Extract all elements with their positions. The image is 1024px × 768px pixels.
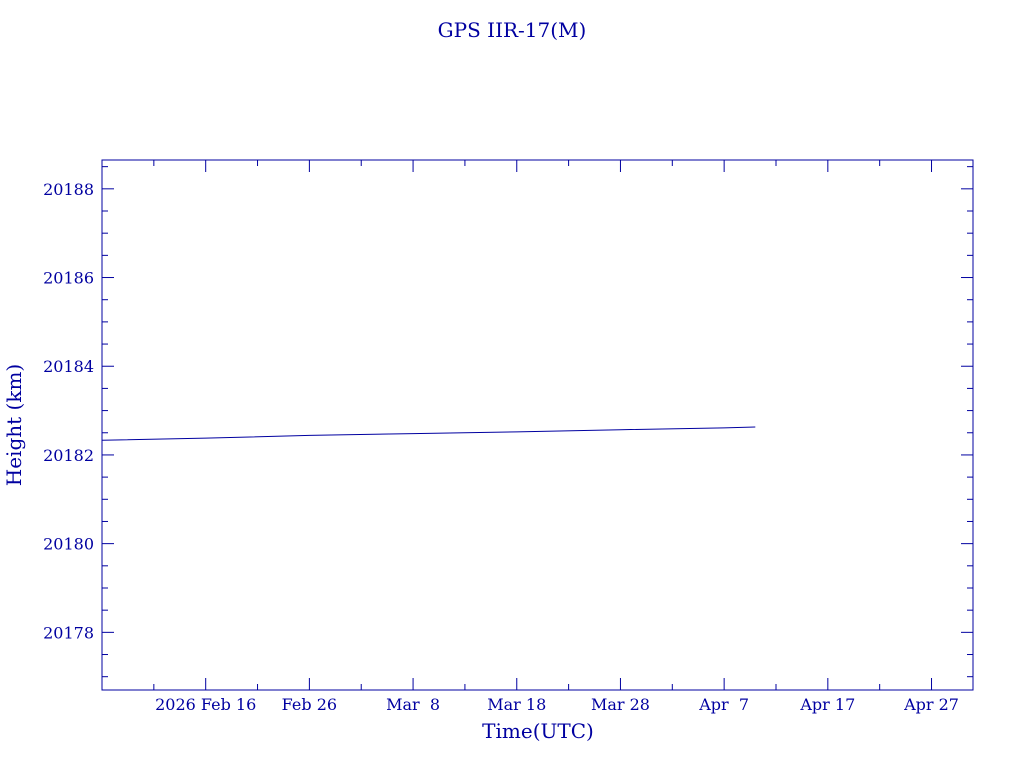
y-axis-label: Height (km) <box>2 364 26 486</box>
y-tick-label: 20178 <box>43 623 94 642</box>
chart-title: GPS IIR-17(M) <box>438 18 587 42</box>
x-tick-label: 2026 Feb 16 <box>155 695 256 714</box>
y-tick-label: 20182 <box>43 446 94 465</box>
height-series-line <box>101 426 756 441</box>
plot-frame <box>101 159 974 691</box>
x-tick-label: Mar 28 <box>591 695 650 714</box>
x-tick-label: Apr 17 <box>799 695 855 714</box>
y-tick-labels: 20178 20180 20182 20184 20186 20188 <box>43 180 94 643</box>
x-tick-label: Apr 7 <box>698 695 749 714</box>
x-tick-label: Mar 8 <box>386 695 440 714</box>
x-tick-labels: 2026 Feb 16 Feb 26 Mar 8 Mar 18 Mar 28 A… <box>155 695 959 714</box>
x-tick-label: Apr 27 <box>903 695 959 714</box>
y-tick-label: 20180 <box>43 535 94 554</box>
x-tick-label: Mar 18 <box>487 695 546 714</box>
y-tick-label: 20188 <box>43 180 94 199</box>
x-axis-label: Time(UTC) <box>482 719 594 743</box>
y-tick-label: 20186 <box>43 269 94 288</box>
x-tick-label: Feb 26 <box>282 695 337 714</box>
axis-ticks <box>102 160 973 690</box>
y-tick-label: 20184 <box>43 357 94 376</box>
